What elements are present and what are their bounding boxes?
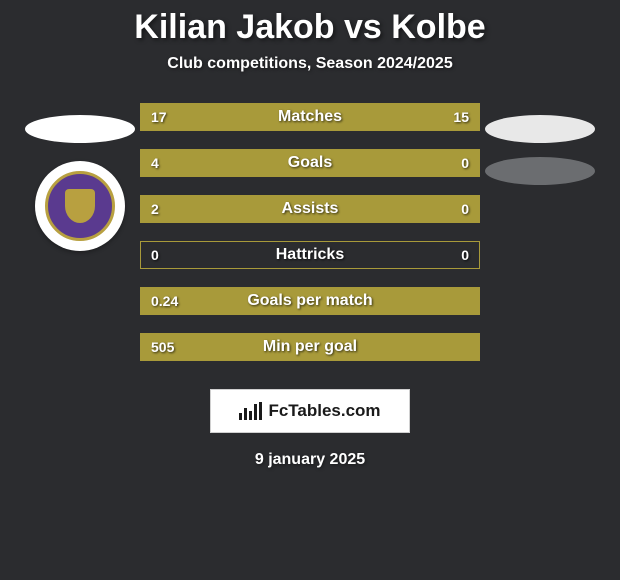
stat-bar: 0Hattricks0	[140, 241, 480, 269]
content-row: 17Matches154Goals02Assists00Hattricks00.…	[0, 103, 620, 361]
stat-value-right: 15	[453, 109, 469, 125]
club-badge	[35, 161, 125, 251]
stats-bars: 17Matches154Goals02Assists00Hattricks00.…	[140, 103, 480, 361]
stat-bar: 0.24Goals per match	[140, 287, 480, 315]
chart-icon	[239, 402, 262, 420]
brand-text: FcTables.com	[268, 401, 380, 421]
stat-value-right: 0	[461, 247, 469, 263]
stat-bar: 4Goals0	[140, 149, 480, 177]
page-subtitle: Club competitions, Season 2024/2025	[167, 55, 452, 73]
stat-bar: 17Matches15	[140, 103, 480, 131]
club-badge-inner	[45, 171, 115, 241]
player-right-marker	[485, 115, 595, 143]
stat-label: Goals per match	[141, 292, 479, 310]
stat-value-right: 0	[461, 155, 469, 171]
stat-label: Assists	[141, 200, 479, 218]
stat-bar: 2Assists0	[140, 195, 480, 223]
date-text: 9 january 2025	[255, 451, 365, 469]
page-title: Kilian Jakob vs Kolbe	[134, 8, 485, 47]
right-column	[480, 103, 600, 185]
stat-label: Hattricks	[141, 246, 479, 264]
club-shield-icon	[65, 189, 95, 223]
left-column	[20, 103, 140, 251]
stat-bar: 505Min per goal	[140, 333, 480, 361]
stat-value-right: 0	[461, 201, 469, 217]
brand-badge: FcTables.com	[210, 389, 410, 433]
stat-label: Min per goal	[141, 338, 479, 356]
player-left-marker	[25, 115, 135, 143]
player-right-marker-2	[485, 157, 595, 185]
stat-label: Goals	[141, 154, 479, 172]
stat-label: Matches	[141, 108, 479, 126]
